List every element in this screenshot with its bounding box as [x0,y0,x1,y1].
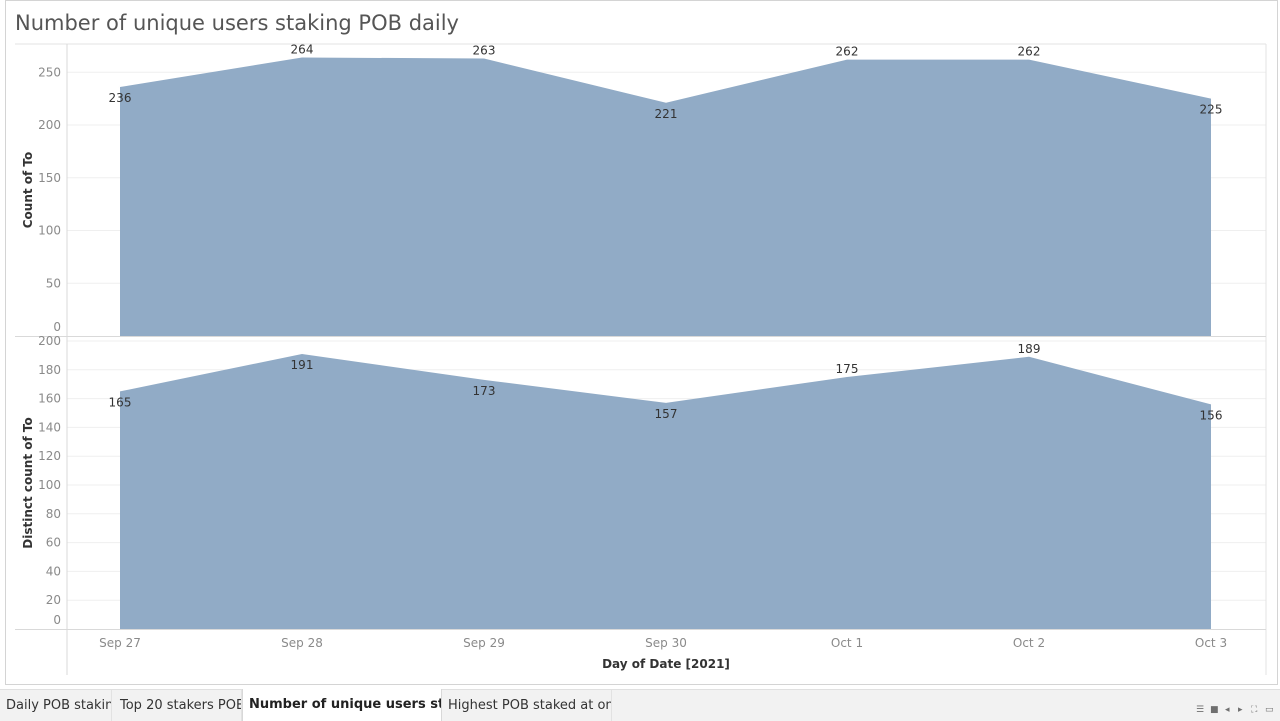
data-label: 263 [473,44,496,58]
y-tick-label: 200 [38,334,61,348]
data-label: 157 [655,407,678,421]
data-point [482,378,486,382]
data-label: 236 [109,91,132,105]
data-label: 173 [473,384,496,398]
data-point [1209,97,1213,101]
x-tick-label: Sep 29 [463,636,505,650]
y-tick-label: 0 [53,320,61,334]
data-point [118,389,122,393]
prev-sheet-icon[interactable]: ◂ [1225,705,1230,715]
y-tick-label: 50 [46,276,61,290]
y-tick-label: 100 [38,478,61,492]
y-tick-label: 250 [38,65,61,79]
x-tick-label: Sep 28 [281,636,323,650]
data-label: 189 [1018,342,1041,356]
y-axis-title: Distinct count of To [21,417,35,548]
page-title: Number of unique users staking POB daily [15,11,459,35]
y-tick-label: 180 [38,363,61,377]
y-tick-label: 40 [46,564,61,578]
data-point [1209,402,1213,406]
y-tick-label: 160 [38,392,61,406]
y-tick-label: 120 [38,449,61,463]
chart-area[interactable]: 0 50 100 150 200 250 Count of To 0 20 40 60 80 100 12… [0,0,1280,688]
next-sheet-icon[interactable]: ▸ [1238,705,1243,715]
data-label: 191 [291,358,314,372]
y-tick-label: 20 [46,593,61,607]
data-point [300,352,304,356]
data-label: 175 [836,362,859,376]
data-label: 262 [836,45,859,59]
tab-top-20-stakers-pob[interactable]: Top 20 stakers POB [114,690,242,721]
x-tick-label: Oct 3 [1195,636,1227,650]
area-marks[interactable] [118,55,1213,629]
tab-daily-pob-staking[interactable]: Daily POB staking [0,690,112,721]
x-tick-label: Oct 1 [831,636,863,650]
x-tick-label: Sep 27 [99,636,141,650]
data-point [664,101,668,105]
y-tick-label: 80 [46,507,61,521]
grid-view-icon[interactable]: ■ [1210,705,1219,715]
y-tick-label: 0 [53,613,61,627]
data-point [118,85,122,89]
area-series-2[interactable] [120,354,1211,629]
y-axis-title: Count of To [21,152,35,229]
x-axis-title: Day of Date [2021] [602,657,730,671]
data-label: 225 [1200,103,1223,117]
data-label: 262 [1018,45,1041,59]
sheet-tab-bar: Daily POB staking Top 20 stakers POB Numbe… [0,689,1280,721]
y-tick-label: 140 [38,420,61,434]
axes: 0 50 100 150 200 250 Count of To 0 20 40 60 80 100 12… [15,43,1267,675]
data-label: 264 [291,42,314,56]
x-tick-label: Sep 30 [645,636,687,650]
list-view-icon[interactable]: ☰ [1196,705,1205,715]
tab-number-of-unique-users-stakin[interactable]: Number of unique users stakin... [242,689,442,721]
present-icon[interactable]: ▭ [1265,705,1274,715]
data-point [664,401,668,405]
data-label: 221 [655,107,678,121]
data-label: 156 [1200,408,1223,422]
data-labels: 236 264 263 221 262 262 225 165 191 173 157 175 189 1… [109,42,1223,422]
fullscreen-icon[interactable]: ⛶ [1251,705,1258,715]
y-tick-label: 100 [38,224,61,238]
tab-highest-pob-staked-at-once[interactable]: Highest POB staked at once [442,690,612,721]
y-tick-label: 60 [46,536,61,550]
area-series-1[interactable] [120,57,1211,337]
y-tick-label: 200 [38,118,61,132]
x-tick-label: Oct 2 [1013,636,1045,650]
data-label: 165 [109,395,132,409]
y-tick-label: 150 [38,171,61,185]
